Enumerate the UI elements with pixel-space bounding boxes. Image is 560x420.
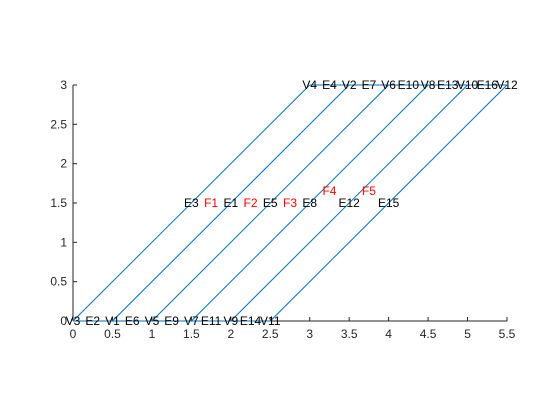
edge-label-e7: E7 (362, 78, 377, 92)
vertex-label-v5: V5 (145, 314, 160, 328)
y-tick-label: 2.5 (50, 117, 67, 131)
face-label-f1: F1 (204, 196, 218, 210)
y-tick-label: 0.5 (50, 275, 67, 289)
x-tick-label: 4.5 (420, 327, 437, 341)
edge-label-e16: E16 (477, 78, 499, 92)
x-tick-label: 5.5 (499, 327, 516, 341)
vertex-label-v3: V3 (66, 314, 81, 328)
face-label-f4: F4 (322, 184, 336, 198)
x-tick-label: 1.5 (183, 327, 200, 341)
edge-label-e4: E4 (322, 78, 337, 92)
y-tick-label: 1 (60, 235, 67, 249)
edge-label-e2: E2 (85, 314, 100, 328)
vertex-label-v2: V2 (342, 78, 357, 92)
edge-label-e11: E11 (201, 314, 222, 328)
edge-label-e8: E8 (302, 196, 317, 210)
edge-label-e3: E3 (184, 196, 199, 210)
x-tick-label: 3 (306, 327, 313, 341)
edge-label-e1: E1 (223, 196, 238, 210)
y-tick-label: 2 (60, 157, 67, 171)
edge-line-e12 (230, 84, 468, 322)
vertex-label-v4: V4 (302, 78, 317, 92)
vertex-label-v6: V6 (381, 78, 396, 92)
vertex-label-v10: V10 (457, 78, 479, 92)
mesh-labels: E1E2E3E4E5E6E7E8E9E10E11E12E13E14E15E16V… (66, 78, 518, 328)
edge-label-e9: E9 (164, 314, 179, 328)
edge-line-e15 (269, 84, 508, 322)
axes: 0 0.5 1 1.5 2 2.5 3 3.5 4 4.5 5 5.5 0 0.5 1 1.5 2 2.5 3 (50, 78, 515, 341)
vertex-label-v9: V9 (223, 314, 238, 328)
vertex-label-v1: V1 (105, 314, 120, 328)
face-label-f3: F3 (283, 196, 297, 210)
x-tick-label: 5 (464, 327, 471, 341)
edge-label-e15: E15 (378, 196, 400, 210)
x-tick-label: 0 (70, 327, 77, 341)
edge-label-e10: E10 (398, 78, 420, 92)
y-tick-label: 3 (60, 78, 67, 92)
mesh-edges (72, 84, 508, 322)
x-tick-label: 0.5 (104, 327, 121, 341)
y-tick-label: 1.5 (50, 196, 67, 210)
vertex-label-v12: V12 (496, 78, 518, 92)
vertex-label-v7: V7 (184, 314, 199, 328)
edge-line-e8 (191, 84, 429, 322)
edge-line-e1 (112, 84, 350, 322)
edge-line-e3 (72, 84, 311, 322)
edge-line-e5 (151, 84, 389, 322)
edge-label-e6: E6 (125, 314, 140, 328)
x-tick-label: 1 (149, 327, 156, 341)
edge-label-e14: E14 (240, 314, 262, 328)
edge-label-e12: E12 (339, 196, 361, 210)
x-tick-label: 4 (385, 327, 392, 341)
x-tick-label: 3.5 (341, 327, 358, 341)
x-tick-label: 2.5 (262, 327, 279, 341)
x-tick-label: 2 (227, 327, 234, 341)
vertex-label-v8: V8 (421, 78, 436, 92)
y-tick-label: 0 (60, 314, 67, 328)
edge-label-e5: E5 (263, 196, 278, 210)
vertex-label-v11: V11 (260, 314, 281, 328)
face-label-f5: F5 (362, 184, 376, 198)
face-label-f2: F2 (244, 196, 258, 210)
edge-label-e13: E13 (437, 78, 459, 92)
